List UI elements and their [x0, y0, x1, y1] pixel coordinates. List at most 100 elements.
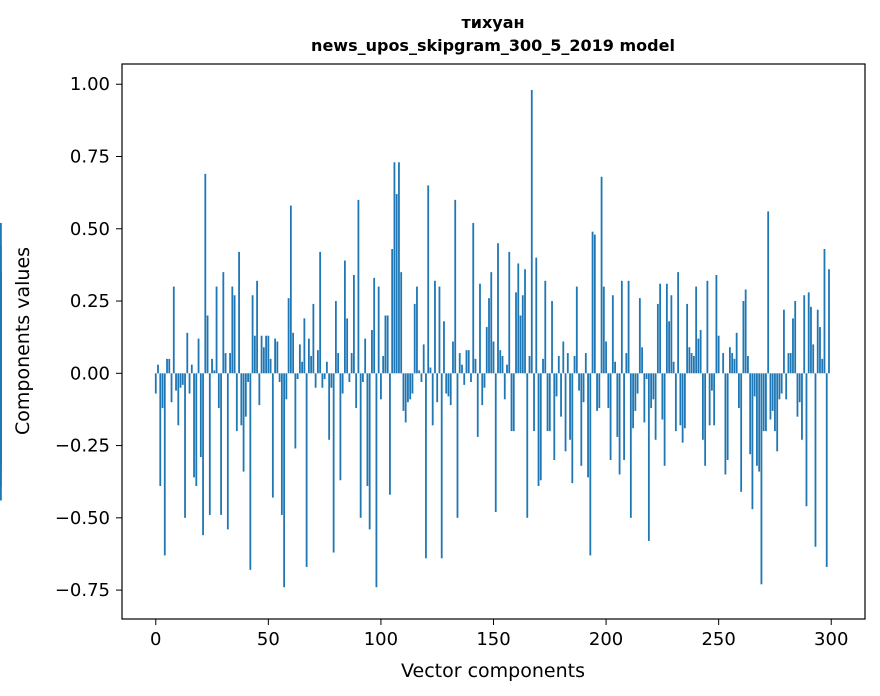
bar-24	[208, 373, 211, 515]
bar-141	[472, 222, 475, 374]
bar-3	[161, 373, 164, 408]
bar-70	[312, 303, 315, 374]
bar-184	[569, 373, 571, 440]
bar-17	[193, 373, 195, 478]
bar-261	[742, 301, 745, 374]
bar-53	[274, 338, 276, 374]
bar-266	[753, 373, 756, 397]
bar-39	[242, 373, 245, 472]
bar-177	[553, 373, 556, 461]
bar-99	[377, 286, 380, 374]
bar-258	[735, 332, 738, 374]
bar-182	[564, 373, 567, 452]
bar-112	[407, 373, 409, 403]
bar-104	[389, 373, 391, 495]
bar-undefined	[0, 373, 2, 452]
bar-29	[220, 373, 222, 515]
bar-50	[267, 335, 270, 374]
bar-154	[501, 355, 504, 374]
bar-196	[596, 373, 598, 411]
bar-201	[607, 373, 610, 408]
bar-264	[749, 373, 752, 455]
bar-78	[330, 373, 333, 388]
bar-95	[368, 373, 371, 530]
bar-281	[787, 353, 790, 374]
bar-268	[758, 373, 761, 472]
bar-156	[506, 364, 508, 374]
bar-10	[177, 373, 180, 426]
bar-36	[235, 373, 238, 432]
bar-278	[780, 373, 783, 394]
bar-160	[515, 292, 517, 374]
bar-262	[744, 289, 747, 374]
bar-9	[175, 373, 177, 391]
bar-18	[195, 373, 198, 487]
bar-94	[366, 373, 369, 487]
bar-193	[589, 373, 592, 556]
bar-276	[776, 373, 779, 452]
bar-175	[548, 373, 551, 432]
bar-273	[769, 373, 772, 420]
bar-161	[517, 263, 520, 374]
bar-15	[188, 373, 191, 394]
bar-209	[625, 353, 628, 374]
bar-236	[686, 303, 689, 374]
bar-147	[485, 327, 488, 374]
bar-163	[521, 295, 524, 374]
bar-253	[724, 373, 727, 475]
y-tick-label: 0.25	[70, 291, 110, 312]
bar-243	[701, 373, 704, 440]
bar-60	[289, 205, 292, 374]
bar-68	[307, 338, 310, 374]
bar-272	[767, 211, 770, 374]
bar-217	[643, 373, 646, 423]
bar-111	[404, 373, 407, 423]
bar-179	[557, 355, 560, 374]
bar-187	[575, 286, 578, 374]
bar-19	[197, 338, 200, 374]
bar-165	[526, 373, 529, 518]
bar-246	[708, 373, 711, 426]
bar-172	[542, 358, 544, 374]
bar-254	[726, 373, 729, 461]
bar-21	[202, 373, 204, 536]
x-tick-label: 200	[589, 629, 623, 650]
bar-113	[409, 373, 412, 400]
bar-125	[436, 373, 439, 403]
bar-162	[519, 315, 522, 374]
bar-230	[672, 361, 675, 374]
bar-166	[528, 355, 531, 374]
bar-46	[258, 373, 261, 406]
bar-134	[456, 373, 459, 518]
bar-170	[537, 373, 540, 487]
bar-260	[740, 373, 743, 492]
y-tick-label: −0.75	[55, 580, 110, 601]
bar-11	[179, 373, 182, 388]
bar-45	[256, 280, 258, 374]
bar-173	[544, 280, 547, 374]
bar-31	[224, 353, 227, 374]
bar-298	[825, 373, 828, 567]
bar-250	[717, 335, 720, 374]
bar-135	[458, 353, 461, 374]
bar-105	[391, 249, 394, 374]
chart-title: тихуан	[461, 13, 524, 32]
bar-127	[440, 373, 443, 559]
bar-183	[566, 353, 569, 374]
bar-234	[681, 373, 684, 443]
bar-237	[688, 347, 691, 374]
bar-106	[393, 162, 396, 374]
bar-213	[634, 373, 637, 411]
bar-49	[265, 335, 267, 374]
bar-255	[729, 347, 731, 374]
bar-59	[287, 298, 290, 374]
bar-43	[251, 295, 254, 374]
bars	[0, 90, 830, 588]
bar-82	[339, 373, 342, 481]
bar-56	[280, 373, 283, 515]
bar-74	[321, 373, 324, 388]
bar-71	[314, 373, 317, 388]
x-axis-ticks: 0 50 100 150 200 250 300	[150, 619, 848, 650]
bar-191	[584, 353, 587, 374]
bar-96	[371, 329, 373, 374]
